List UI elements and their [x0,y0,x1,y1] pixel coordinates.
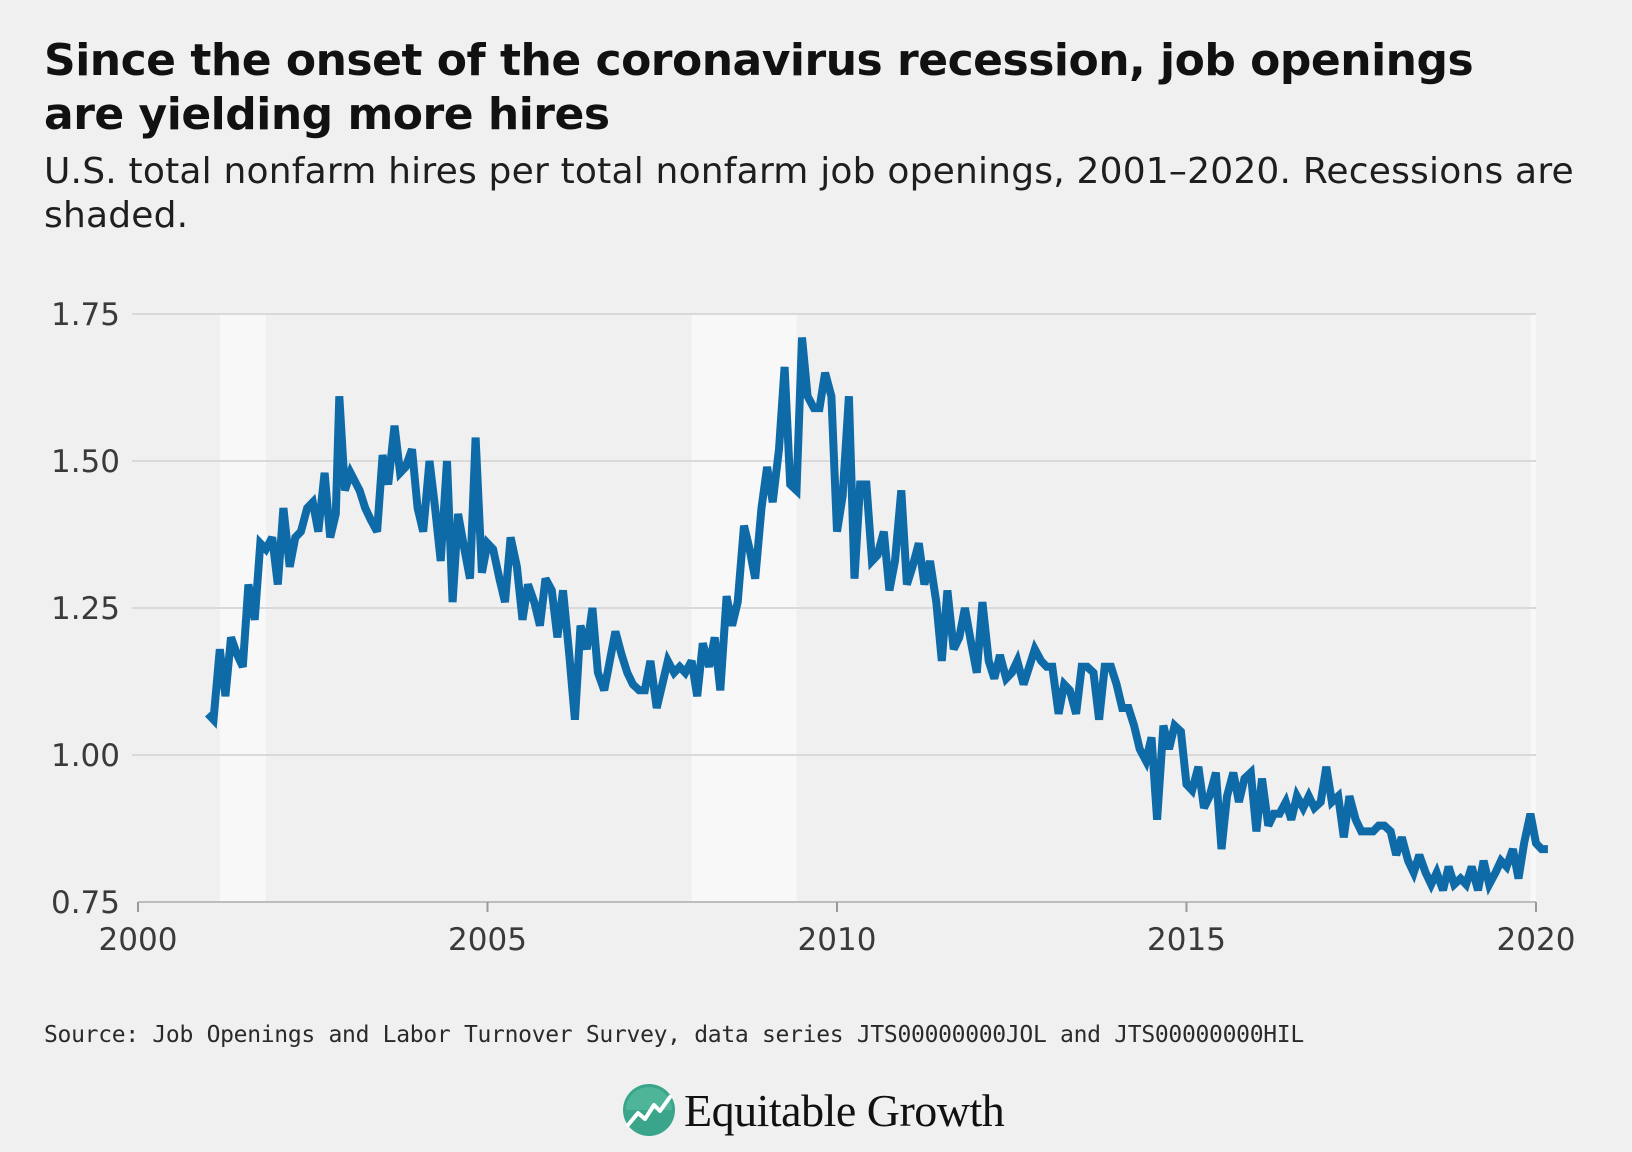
x-tick-label: 2015 [1147,922,1226,958]
brand-name: Equitable Growth [684,1084,1005,1136]
brand-footer: Equitable Growth [622,1082,1005,1138]
series-line [204,337,1548,896]
chart-title: Since the onset of the coronavirus reces… [44,35,1474,140]
x-tick-label: 2020 [1497,922,1576,958]
y-tick-label: 1.50 [51,444,120,480]
x-tick-label: 2010 [798,922,877,958]
x-tick-label: 2000 [99,922,178,958]
y-tick-label: 1.00 [51,738,120,774]
y-tick-label: 1.25 [51,591,120,627]
chart-subtitle: U.S. total nonfarm hires per total nonfa… [44,151,1574,236]
x-axis: 2000 2005 2010 2015 2020 [99,902,1576,958]
line-chart: 0.75 1.00 1.25 1.50 1.75 2000 2005 2010 2015 202… [51,297,1576,958]
series-group [204,337,1548,896]
y-tick-label: 0.75 [51,885,120,921]
equitable-growth-logo-icon [623,1084,675,1136]
source-note: Source: Job Openings and Labor Turnover … [44,1022,1304,1048]
y-axis: 0.75 1.00 1.25 1.50 1.75 [51,297,120,921]
y-tick-label: 1.75 [51,297,120,333]
x-tick-label: 2005 [448,922,527,958]
